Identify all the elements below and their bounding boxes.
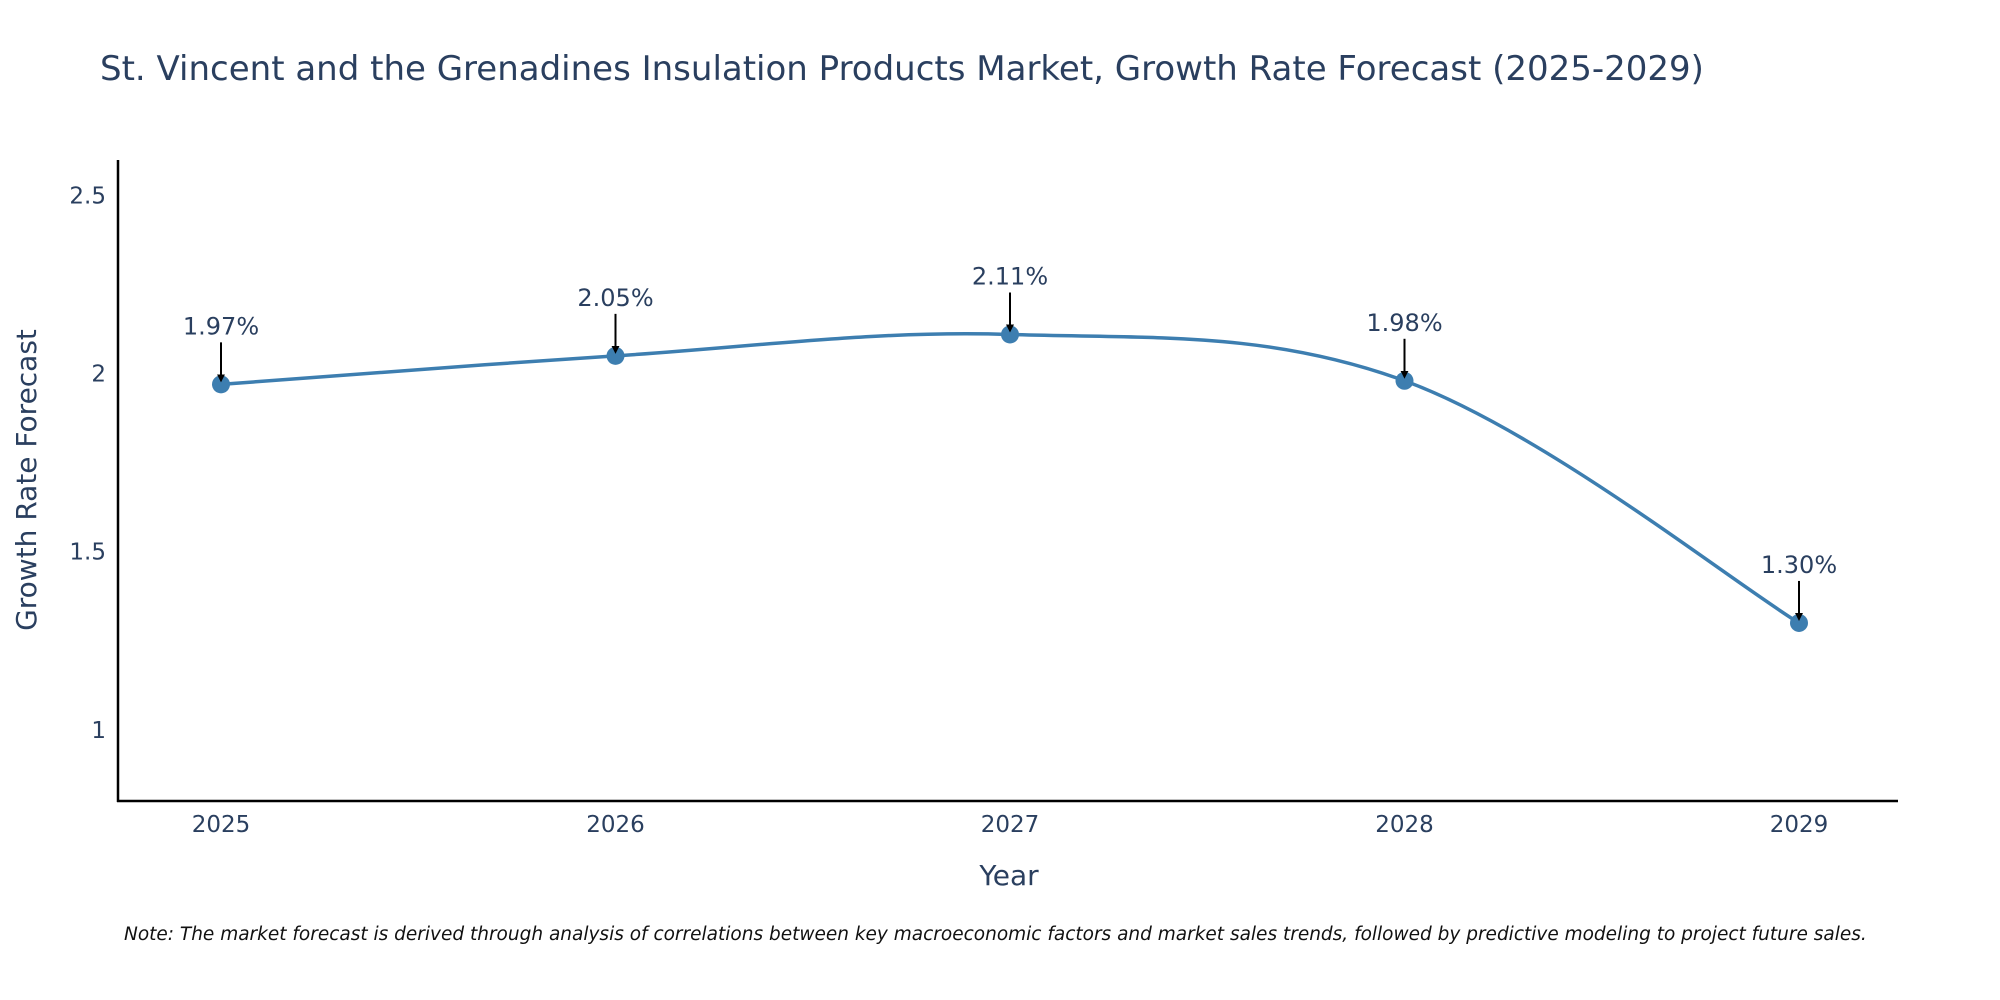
data-label: 1.97% (183, 312, 259, 340)
x-tick-label: 2026 (586, 812, 645, 838)
data-point (1001, 325, 1019, 344)
y-tick-label: 2 (91, 362, 106, 388)
y-tick-label: 1.5 (69, 540, 106, 566)
chart-title: St. Vincent and the Grenadines Insulatio… (100, 49, 1704, 89)
data-label: 1.98% (1366, 309, 1442, 337)
x-axis-title: Year (978, 859, 1039, 892)
y-axis-title: Growth Rate Forecast (10, 329, 43, 631)
data-point (1790, 613, 1808, 632)
y-tick-labels: 1 1.5 2 2.5 (69, 184, 106, 744)
x-tick-labels: 2025 2026 2027 2028 2029 (192, 812, 1829, 838)
data-point (606, 346, 625, 365)
x-tick-label: 2028 (1375, 812, 1434, 838)
footnote: Note: The market forecast is derived thr… (124, 924, 1867, 945)
y-tick-label: 1 (91, 718, 106, 744)
y-tick-label: 2.5 (69, 184, 106, 210)
series-line (220, 332, 1800, 625)
data-point (1395, 371, 1414, 390)
data-points (212, 325, 1808, 632)
data-label: 2.05% (577, 284, 653, 312)
data-label: 1.30% (1761, 551, 1837, 579)
x-tick-label: 2029 (1770, 812, 1829, 838)
axes (116, 160, 1898, 803)
data-annotations: 1.97% 2.05% 2.11% 1.98% 1.30% (183, 262, 1837, 621)
data-label: 2.11% (972, 262, 1048, 290)
x-tick-label: 2025 (192, 812, 251, 838)
data-point (212, 375, 230, 394)
x-tick-label: 2027 (981, 812, 1040, 838)
